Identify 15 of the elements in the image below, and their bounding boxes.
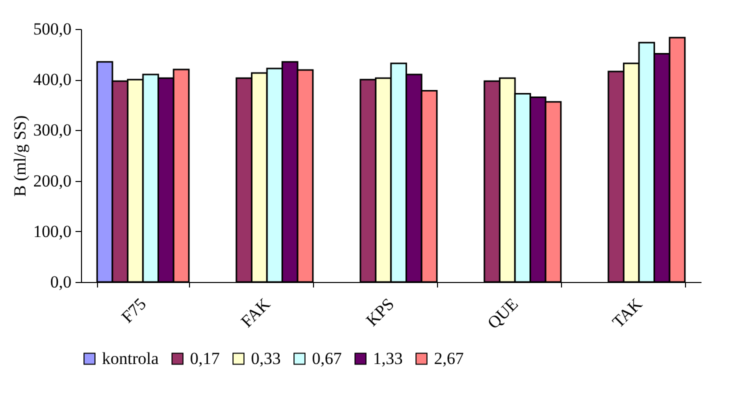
legend-label: kontrola (102, 348, 160, 368)
legend-label: 0,33 (251, 348, 281, 368)
legend-label: 0,67 (312, 348, 342, 368)
x-tick-label: F75 (118, 294, 150, 327)
y-axis-title: B (ml/g SS) (10, 115, 30, 197)
y-tick-label: 400,0 (33, 70, 72, 90)
y-tick-label: 0,0 (50, 272, 72, 292)
y-tick-label: 300,0 (33, 120, 72, 140)
y-tick-label: 100,0 (33, 222, 72, 241)
legend-label: 1,33 (373, 348, 403, 368)
y-tick-label: 500,0 (33, 20, 72, 38)
y-tick-label: 200,0 (33, 171, 72, 190)
legend-label: 2,67 (434, 348, 464, 368)
legend-label: 0,17 (190, 348, 220, 368)
x-tick-label: KPS (362, 294, 398, 330)
